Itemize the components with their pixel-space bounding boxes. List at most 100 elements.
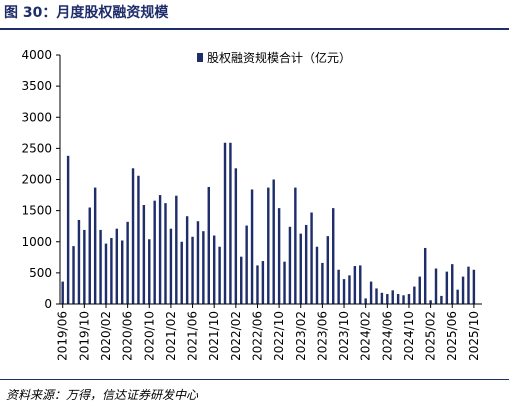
bar-2022/12 (288, 226, 292, 304)
bar-2020/09 (142, 205, 146, 304)
bar-2021/04 (180, 241, 183, 304)
bar-2021/06 (191, 236, 194, 304)
bar-2020/02 (104, 243, 108, 304)
bar-2023/07 (326, 236, 330, 304)
x-tick-label: 2025/06 (445, 311, 459, 361)
bar-2024/06 (386, 294, 389, 304)
bar-2024/07 (391, 290, 394, 304)
bar-2019/08 (72, 246, 75, 304)
bars-group (61, 142, 476, 304)
bar-2021/08 (202, 231, 205, 304)
bar-2022/04 (245, 225, 248, 304)
x-tick-label: 2021/02 (164, 311, 178, 361)
bar-2019/06 (61, 281, 64, 304)
bar-2025/08 (461, 276, 465, 304)
bar-2021/03 (175, 195, 178, 304)
x-tick-label: 2021/06 (186, 311, 200, 361)
bar-2022/07 (261, 261, 265, 304)
x-tick-label: 2019/10 (77, 311, 91, 361)
x-tick-label: 2022/10 (272, 311, 286, 361)
bar-2021/10 (212, 235, 216, 304)
bar-2019/10 (83, 229, 86, 304)
x-tick-label: 2023/06 (315, 311, 329, 361)
bar-2024/01 (359, 265, 362, 304)
source-note: 资料来源：万得，信达证券研发中心 (6, 388, 199, 402)
footer-divider (0, 379, 509, 380)
bar-2019/12 (93, 187, 97, 304)
bar-2023/12 (353, 266, 357, 304)
bar-2020/01 (99, 229, 102, 304)
bar-2022/01 (229, 142, 232, 304)
bar-2024/09 (402, 295, 405, 304)
x-axis: 2019/06 2019/10 2020/02 2020/06 2020/10 2021/… (56, 303, 482, 361)
bar-2025/02 (429, 300, 432, 304)
bar-2023/01 (294, 187, 297, 304)
bar-2021/12 (223, 142, 227, 304)
y-tick-label: 0 (44, 297, 52, 311)
bar-2024/05 (380, 292, 384, 304)
bar-2020/08 (137, 175, 140, 304)
x-tick-label: 2023/10 (337, 311, 351, 361)
bar-2023/04 (310, 212, 313, 304)
x-tick-label: 2025/02 (424, 311, 438, 361)
y-tick-label: 2500 (21, 141, 52, 155)
bar-2022/03 (240, 256, 243, 304)
bar-chart: 0 500 1000 1500 2000 2500 3000 3500 4000 2019/06… (21, 48, 482, 361)
x-tick-label: 2022/02 (229, 311, 243, 361)
y-axis: 0 500 1000 1500 2000 2500 3000 3500 4000 (21, 48, 61, 311)
bar-2020/10 (148, 239, 151, 304)
bar-2019/11 (88, 207, 91, 304)
bar-2023/08 (332, 208, 335, 304)
bar-2024/03 (369, 281, 373, 304)
x-tick-label: 2022/06 (251, 311, 265, 361)
bar-2021/09 (207, 186, 210, 304)
bar-2025/09 (467, 266, 470, 304)
bar-2022/08 (267, 187, 270, 304)
bar-2024/02 (364, 298, 367, 304)
bar-2020/11 (153, 200, 156, 304)
bar-2023/02 (299, 233, 302, 304)
bar-2020/07 (131, 168, 135, 304)
bar-2020/12 (158, 195, 162, 304)
bar-2023/09 (337, 269, 340, 304)
bar-2025/04 (440, 295, 443, 304)
x-tick-label: 2025/10 (467, 311, 481, 361)
legend-swatch (197, 53, 203, 62)
title-divider (0, 28, 509, 30)
bar-2023/10 (342, 279, 346, 304)
bar-2025/10 (472, 269, 476, 304)
legend: 股权融资规模合计（亿元） (197, 50, 351, 65)
bar-2021/02 (169, 228, 173, 304)
x-tick-label: 2019/06 (56, 311, 70, 361)
bar-2020/04 (115, 228, 119, 304)
y-tick-label: 1000 (21, 235, 52, 249)
x-tick-label: 2020/06 (121, 311, 135, 361)
bar-2021/05 (185, 216, 189, 304)
bar-2023/03 (304, 224, 308, 304)
bar-2022/05 (250, 189, 254, 304)
y-tick-label: 500 (29, 266, 52, 280)
bar-2022/10 (277, 208, 281, 304)
bar-2025/03 (434, 268, 438, 304)
y-tick-label: 3000 (21, 110, 52, 124)
bar-2024/11 (413, 286, 416, 304)
bar-2024/12 (418, 276, 421, 304)
bar-2023/11 (348, 275, 351, 304)
y-tick-label: 4000 (21, 48, 52, 62)
bar-2024/04 (375, 288, 378, 304)
bar-2025/01 (423, 247, 427, 304)
bar-2024/08 (396, 294, 400, 304)
bar-2020/05 (121, 240, 124, 304)
x-tick-label: 2023/02 (294, 311, 308, 361)
bar-2022/06 (256, 265, 259, 304)
bar-2023/06 (321, 262, 324, 304)
bar-2019/09 (77, 219, 81, 304)
bar-2022/11 (283, 261, 286, 304)
bar-2022/09 (272, 179, 275, 304)
y-tick-label: 2000 (21, 173, 52, 187)
bar-2020/03 (110, 238, 113, 304)
x-tick-label: 2024/02 (359, 311, 373, 361)
x-tick-label: 2021/10 (207, 311, 221, 361)
bar-2021/11 (218, 246, 221, 304)
x-tick-label: 2024/06 (380, 311, 394, 361)
